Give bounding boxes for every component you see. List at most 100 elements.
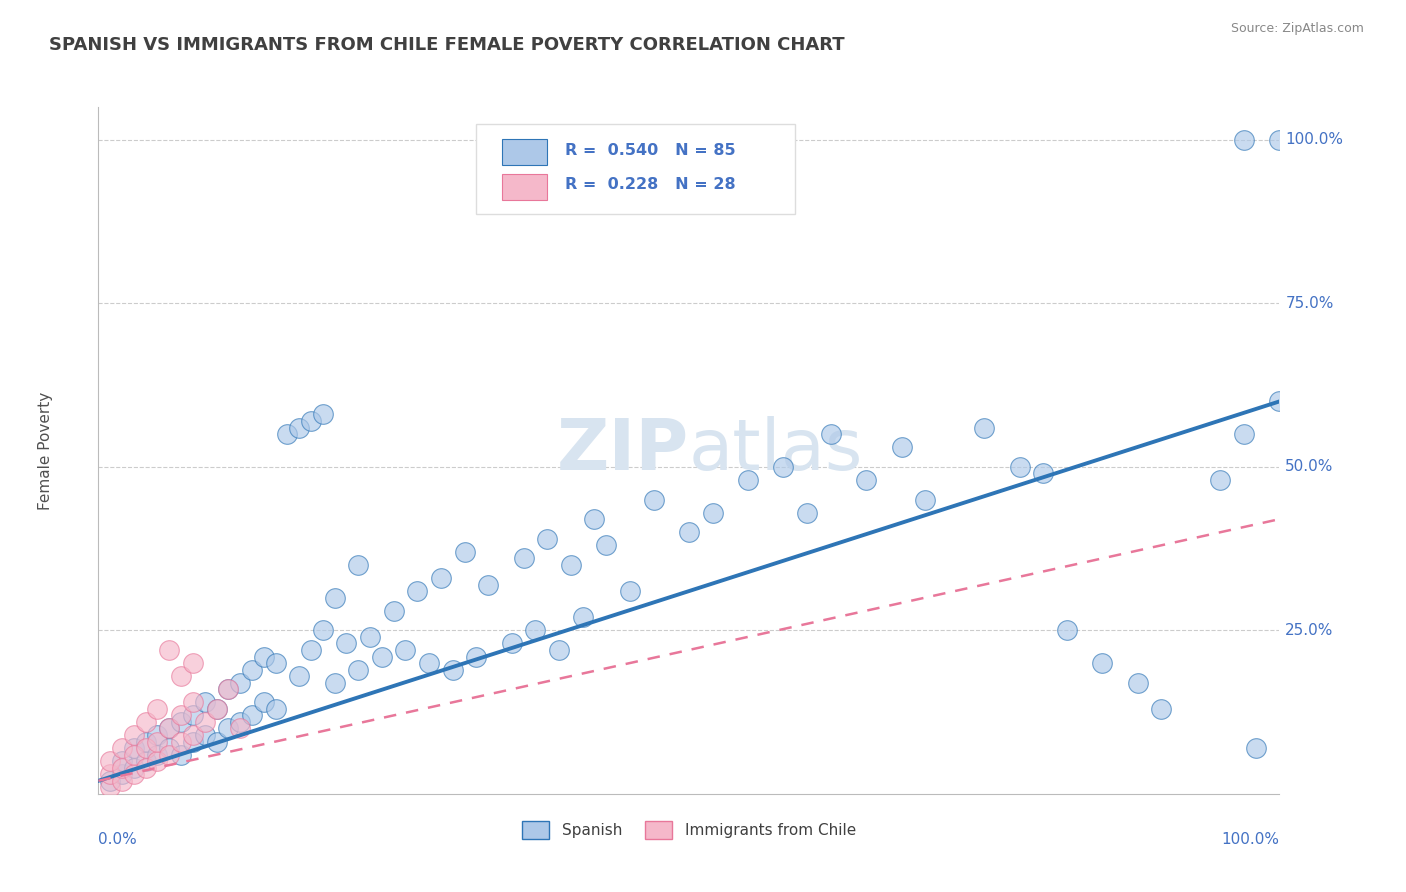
Point (157, 747, 180, 762)
Point (217, 722, 239, 736)
Point (855, 473, 877, 487)
Point (170, 714, 193, 729)
Point (111, 767, 134, 781)
Point (146, 728, 169, 742)
Point (264, 702, 287, 716)
Point (181, 656, 204, 670)
Point (146, 754, 169, 768)
Point (157, 643, 180, 657)
Point (1056, 624, 1078, 638)
Point (737, 473, 759, 487)
Point (406, 584, 429, 599)
Point (548, 643, 571, 657)
Point (441, 663, 464, 677)
Point (111, 761, 134, 775)
Point (122, 761, 145, 775)
Point (217, 682, 239, 697)
Point (1032, 467, 1054, 481)
Text: 75.0%: 75.0% (1285, 296, 1334, 310)
Point (914, 492, 936, 507)
Point (122, 741, 145, 756)
Text: 0.0%: 0.0% (98, 831, 138, 847)
Point (229, 722, 252, 736)
Point (181, 695, 204, 709)
Point (477, 577, 499, 591)
Point (135, 714, 157, 729)
Point (170, 734, 193, 748)
Point (157, 722, 180, 736)
Point (240, 708, 263, 723)
Point (181, 728, 204, 742)
Point (111, 773, 134, 788)
Text: 100.0%: 100.0% (1285, 132, 1343, 147)
Point (524, 624, 547, 638)
Point (595, 538, 617, 552)
Point (890, 440, 912, 454)
Point (619, 584, 641, 599)
Point (146, 702, 169, 716)
Point (205, 702, 228, 716)
Point (1150, 702, 1173, 716)
Text: 100.0%: 100.0% (1222, 831, 1279, 847)
Point (536, 532, 558, 546)
Point (1091, 656, 1114, 670)
FancyBboxPatch shape (477, 124, 796, 213)
Point (146, 734, 169, 748)
Point (240, 663, 263, 677)
Point (430, 571, 453, 585)
Point (1244, 741, 1267, 756)
Point (146, 747, 169, 762)
Point (394, 643, 416, 657)
Point (98, 773, 121, 788)
Point (98, 780, 121, 795)
Point (229, 714, 252, 729)
Point (181, 734, 204, 748)
Point (111, 741, 134, 756)
Point (312, 624, 335, 638)
Point (276, 427, 298, 442)
Point (205, 702, 228, 716)
Text: R =  0.228   N = 28: R = 0.228 N = 28 (565, 178, 735, 192)
Point (678, 525, 700, 540)
Bar (502, 139, 547, 165)
Text: ZIP: ZIP (557, 416, 689, 485)
Point (253, 695, 276, 709)
Point (122, 747, 145, 762)
Point (1008, 459, 1031, 474)
Point (181, 708, 204, 723)
Point (229, 675, 252, 690)
Point (217, 682, 239, 697)
Point (135, 761, 157, 775)
Point (194, 695, 217, 709)
Point (702, 506, 724, 520)
Point (347, 558, 370, 572)
Point (1126, 675, 1149, 690)
Point (347, 663, 370, 677)
Point (382, 604, 405, 618)
Point (122, 767, 145, 781)
Point (1233, 427, 1256, 442)
Point (312, 408, 335, 422)
Text: SPANISH VS IMMIGRANTS FROM CHILE FEMALE POVERTY CORRELATION CHART: SPANISH VS IMMIGRANTS FROM CHILE FEMALE … (49, 36, 845, 54)
Point (264, 656, 287, 670)
Point (1209, 473, 1232, 487)
Point (1233, 133, 1256, 147)
Point (465, 649, 488, 664)
Point (135, 754, 157, 768)
Point (323, 675, 346, 690)
Point (135, 741, 157, 756)
Point (111, 754, 134, 768)
Point (135, 734, 157, 748)
Point (1268, 133, 1291, 147)
Bar (502, 174, 547, 200)
Point (796, 506, 818, 520)
Text: 50.0%: 50.0% (1285, 459, 1334, 475)
Point (973, 420, 995, 434)
Point (571, 610, 593, 624)
Point (501, 636, 523, 650)
Point (170, 669, 193, 683)
Point (560, 558, 582, 572)
Point (820, 427, 842, 442)
Text: Female Poverty: Female Poverty (38, 392, 53, 509)
Point (98, 754, 121, 768)
